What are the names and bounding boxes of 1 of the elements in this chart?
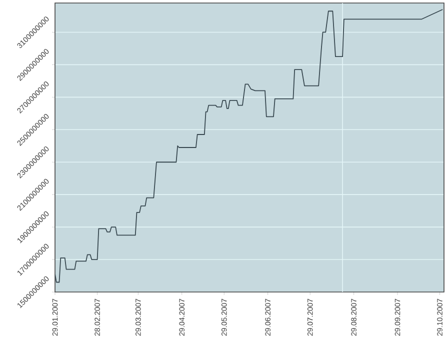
line-series — [55, 9, 444, 283]
